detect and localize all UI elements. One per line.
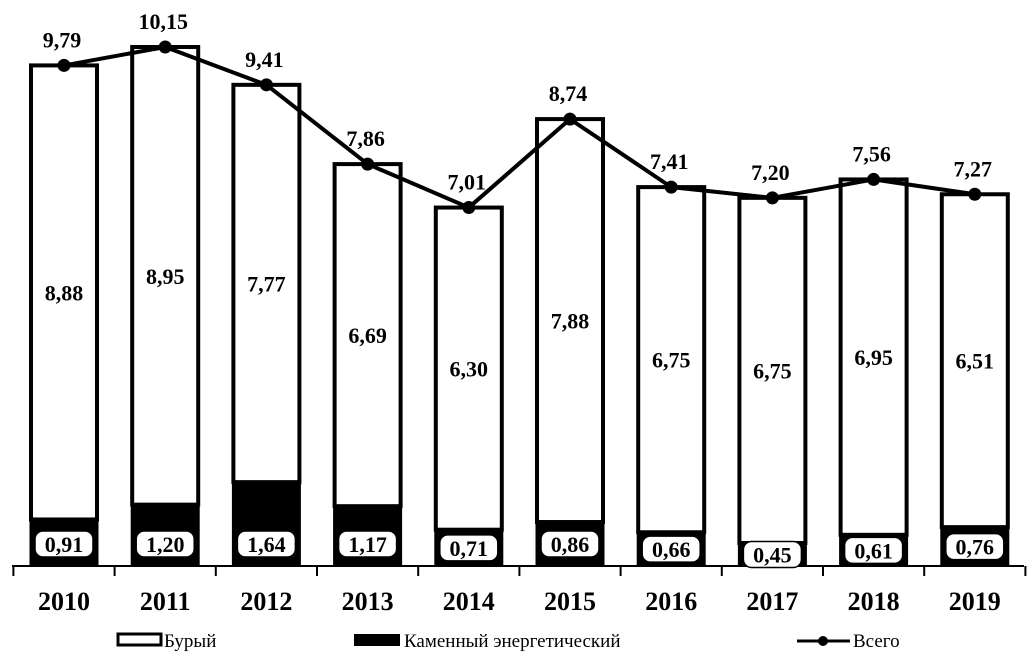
total-value-label-2014: 7,01 — [448, 170, 487, 195]
total-point-2015 — [563, 112, 577, 126]
bar-brown-2015 — [535, 117, 605, 525]
x-tick-label-2013: 2013 — [342, 587, 394, 616]
x-tick-label-2018: 2018 — [848, 587, 900, 616]
brown-value-label-2013: 6,69 — [348, 323, 387, 348]
brown-value-label-2015: 7,88 — [551, 309, 590, 334]
legend-label-hard: Каменный энергетический — [404, 631, 621, 652]
total-value-label-2013: 7,86 — [346, 126, 385, 151]
hard-value-label-2017: 0,45 — [753, 542, 792, 567]
legend-label-total: Всего — [853, 631, 900, 652]
total-line-layer — [57, 40, 982, 215]
brown-value-label-2018: 6,95 — [854, 345, 893, 370]
legend-marker-total — [818, 636, 828, 646]
hard-value-label-2015: 0,86 — [551, 532, 590, 557]
x-tick-label-2016: 2016 — [645, 587, 697, 616]
brown-value-label-2019: 6,51 — [956, 349, 995, 374]
hard-value-label-2014: 0,71 — [450, 536, 489, 561]
hard-label-box-2016 — [641, 535, 701, 563]
bar-brown-2019 — [939, 192, 1010, 530]
legend-swatch-hard — [354, 634, 400, 646]
legend-swatch-brown — [116, 632, 163, 647]
x-tick-label-2014: 2014 — [443, 587, 495, 616]
total-value-label-2012: 9,41 — [245, 47, 284, 72]
hard-label-box-2015 — [540, 530, 600, 558]
x-tick-label-2012: 2012 — [240, 587, 292, 616]
total-point-2010 — [57, 58, 71, 72]
hard-value-label-2018: 0,61 — [854, 538, 893, 563]
total-value-label-2015: 8,74 — [549, 81, 588, 106]
x-tick-label-2017: 2017 — [746, 587, 798, 616]
total-value-label-2018: 7,56 — [852, 141, 891, 166]
x-tick-label-2010: 2010 — [38, 587, 90, 616]
legend-item-brown: Бурый — [116, 631, 216, 652]
hard-value-label-2011: 1,20 — [146, 532, 185, 557]
legend: Бурый Каменный энергетический Всего — [116, 631, 900, 652]
bar-brown-2010 — [29, 63, 99, 522]
brown-value-label-2017: 6,75 — [753, 358, 792, 383]
hard-value-label-2016: 0,66 — [652, 537, 691, 562]
total-value-label-2019: 7,27 — [954, 156, 993, 181]
hard-label-box-2012 — [236, 530, 297, 558]
total-point-2014 — [462, 201, 476, 215]
hard-label-box-2011 — [135, 530, 195, 558]
brown-value-label-2014: 6,30 — [450, 357, 489, 382]
x-tick-label-2011: 2011 — [140, 587, 191, 616]
x-ticks — [12, 566, 1027, 576]
hard-label-box-2019 — [945, 532, 1005, 561]
total-point-2018 — [867, 172, 881, 186]
brown-value-label-2012: 7,77 — [247, 271, 286, 296]
hard-label-box-2013 — [337, 530, 398, 558]
hard-value-label-2010: 0,91 — [45, 532, 84, 557]
total-line — [63, 45, 976, 210]
hard-value-label-2013: 1,17 — [348, 532, 387, 557]
brown-value-label-2011: 8,95 — [146, 264, 185, 289]
legend-item-total: Всего — [797, 631, 900, 652]
total-point-2012 — [259, 78, 273, 92]
legend-label-brown: Бурый — [164, 631, 216, 652]
brown-value-label-2010: 8,88 — [45, 280, 84, 305]
total-point-2019 — [968, 187, 982, 201]
total-value-label-2016: 7,41 — [650, 149, 689, 174]
total-value-label-2017: 7,20 — [751, 160, 790, 185]
labels-layer: 2010 0,91 8,88 9,79 2011 1,20 8,95 10,15 2012 1,6… — [34, 9, 1005, 616]
total-point-2013 — [361, 157, 375, 171]
hard-label-box-2018 — [843, 536, 904, 565]
hard-value-label-2019: 0,76 — [956, 535, 995, 560]
bars-layer — [29, 45, 1010, 567]
total-point-2011 — [158, 40, 172, 54]
hard-value-label-2012: 1,64 — [247, 532, 286, 557]
x-tick-label-2019: 2019 — [949, 587, 1001, 616]
total-value-label-2011: 10,15 — [138, 9, 188, 34]
total-value-label-2010: 9,79 — [43, 27, 82, 52]
x-tick-label-2015: 2015 — [544, 587, 596, 616]
total-point-2016 — [664, 180, 678, 194]
hard-label-box-2010 — [34, 530, 94, 558]
hard-label-box-2014 — [439, 534, 499, 562]
total-point-2017 — [765, 191, 779, 205]
bar-brown-2018 — [838, 177, 909, 537]
legend-item-hard: Каменный энергетический — [354, 631, 621, 652]
brown-value-label-2016: 6,75 — [652, 348, 691, 373]
hard-label-box-2017 — [742, 540, 803, 569]
